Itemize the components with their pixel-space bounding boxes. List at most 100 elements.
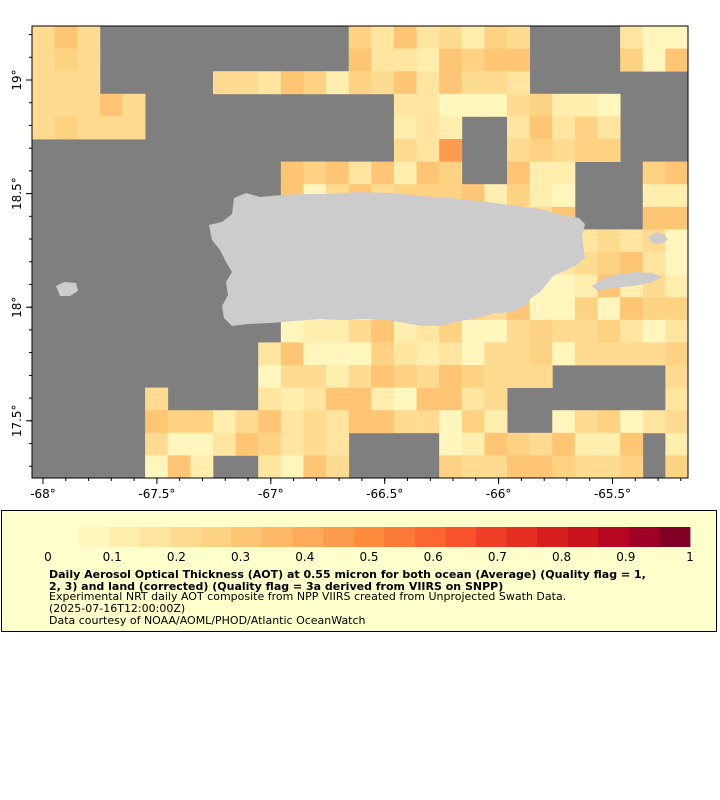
color-bar-tick-label: 1 bbox=[686, 550, 694, 564]
aot-grid-cell bbox=[574, 432, 598, 456]
aot-grid-cell bbox=[280, 71, 304, 95]
aot-grid-cell bbox=[303, 365, 327, 388]
aot-grid-cell bbox=[303, 71, 327, 95]
aot-grid-cell bbox=[212, 71, 236, 95]
aot-grid-cell bbox=[552, 116, 576, 140]
aot-grid-cell bbox=[416, 342, 440, 366]
aot-grid-cell bbox=[77, 26, 101, 49]
aot-grid-cell bbox=[371, 387, 395, 411]
aot-grid-cell bbox=[642, 342, 666, 366]
aot-grid-cell bbox=[326, 455, 350, 479]
legend-credit: Data courtesy of NOAA/AOML/PHOD/Atlantic… bbox=[49, 614, 366, 627]
aot-grid-cell bbox=[77, 93, 101, 117]
aot-grid-cell bbox=[439, 71, 463, 95]
aot-grid-cell bbox=[642, 184, 666, 208]
legend-title: Daily Aerosol Optical Thickness (AOT) at… bbox=[49, 569, 689, 593]
aot-grid-cell bbox=[461, 26, 485, 49]
aot-grid-cell bbox=[529, 365, 553, 388]
aot-grid-cell bbox=[507, 319, 531, 343]
aot-grid-cell bbox=[574, 93, 598, 117]
aot-grid-cell bbox=[665, 432, 689, 456]
aot-grid-cell bbox=[393, 26, 417, 49]
aot-grid-cell bbox=[303, 319, 327, 343]
aot-grid-cell bbox=[348, 161, 372, 185]
aot-grid-cell bbox=[665, 410, 689, 434]
aot-grid-cell bbox=[484, 26, 508, 49]
aot-grid-cell bbox=[439, 387, 463, 411]
aot-grid-cell bbox=[620, 319, 644, 343]
aot-grid-cell bbox=[416, 365, 440, 388]
aot-grid-cell bbox=[371, 342, 395, 366]
aot-grid-cell bbox=[597, 342, 621, 366]
aot-grid-cell bbox=[529, 319, 553, 343]
aot-grid-cell bbox=[484, 48, 508, 72]
aot-grid-cell bbox=[484, 342, 508, 366]
aot-grid-cell bbox=[439, 48, 463, 72]
land-mask bbox=[56, 192, 668, 326]
aot-grid-cell bbox=[597, 410, 621, 434]
aot-grid-cell bbox=[620, 432, 644, 456]
color-bar-swatch bbox=[170, 527, 202, 547]
aot-grid-cell bbox=[348, 71, 372, 95]
aot-grid-cell bbox=[529, 184, 553, 208]
aot-grid-cell bbox=[620, 455, 644, 479]
legend-panel: 0 0.1 0.2 0.3 0.4 0.5 0.6 0.7 0.8 0.9 1 Daily Aero… bbox=[1, 510, 717, 632]
aot-grid-cell bbox=[258, 387, 282, 411]
aot-grid-cell bbox=[620, 410, 644, 434]
aot-grid-cell bbox=[484, 93, 508, 117]
aot-grid-cell bbox=[258, 410, 282, 434]
aot-grid-cell bbox=[665, 48, 689, 72]
aot-grid-cell bbox=[439, 365, 463, 388]
aot-grid-cell bbox=[620, 48, 644, 72]
aot-grid-cell bbox=[597, 297, 621, 321]
aot-grid-cell bbox=[552, 93, 576, 117]
aot-grid-cell bbox=[574, 274, 598, 298]
color-bar-swatch bbox=[200, 527, 232, 547]
aot-grid-cell bbox=[461, 432, 485, 456]
aot-grid-cell bbox=[461, 342, 485, 366]
color-bar-swatch bbox=[506, 527, 538, 547]
aot-grid-cell bbox=[461, 319, 485, 343]
aot-grid-cell bbox=[507, 365, 531, 388]
aot-grid-cell bbox=[371, 161, 395, 185]
aot-grid-cell bbox=[665, 206, 689, 230]
aot-grid-cell bbox=[190, 432, 214, 456]
aot-grid-cell bbox=[665, 274, 689, 298]
aot-grid-cell bbox=[393, 161, 417, 185]
aot-grid-cell bbox=[393, 365, 417, 388]
aot-grid-cell bbox=[32, 26, 56, 49]
aot-grid-cell bbox=[597, 252, 621, 275]
aot-grid-cell bbox=[371, 71, 395, 95]
aot-grid-cell bbox=[54, 93, 78, 117]
aot-map: -68° -67.5° -67° -66.5° -66° -65.5° 19° 18.5° 18… bbox=[10, 25, 689, 501]
color-bar-swatch bbox=[384, 527, 416, 547]
legend-description: Experimental NRT daily AOT composite fro… bbox=[49, 590, 567, 603]
aot-grid-cell bbox=[167, 432, 191, 456]
aot-grid-cell bbox=[303, 387, 327, 411]
aot-grid-cell bbox=[665, 184, 689, 208]
aot-grid-cell bbox=[393, 410, 417, 434]
aot-grid-cell bbox=[416, 116, 440, 140]
aot-grid-cell bbox=[439, 139, 463, 162]
aot-grid-cell bbox=[348, 410, 372, 434]
aot-grid-cell bbox=[574, 297, 598, 321]
lon-tick-label: -66° bbox=[486, 487, 512, 501]
aot-grid-cell bbox=[529, 161, 553, 185]
aot-grid-cell bbox=[167, 455, 191, 479]
aot-grid-cell bbox=[507, 93, 531, 117]
legend-title-line2: 2, 3) and land (corrected) (Quality flag… bbox=[49, 580, 504, 593]
aot-grid-cell bbox=[348, 319, 372, 343]
aot-grid-cell bbox=[507, 432, 531, 456]
aot-grid-cell bbox=[303, 432, 327, 456]
aot-grid-cell bbox=[484, 410, 508, 434]
color-bar-swatch bbox=[139, 527, 171, 547]
aot-grid-cell bbox=[167, 410, 191, 434]
color-bar-swatch bbox=[567, 527, 599, 547]
aot-grid-cell bbox=[642, 26, 666, 49]
aot-grid-cell bbox=[507, 455, 531, 479]
aot-grid-cell bbox=[280, 432, 304, 456]
lon-tick-label: -68° bbox=[30, 487, 56, 501]
aot-grid-cell bbox=[326, 71, 350, 95]
lon-tick-label: -66.5° bbox=[366, 487, 403, 501]
aot-grid-cell bbox=[665, 26, 689, 49]
